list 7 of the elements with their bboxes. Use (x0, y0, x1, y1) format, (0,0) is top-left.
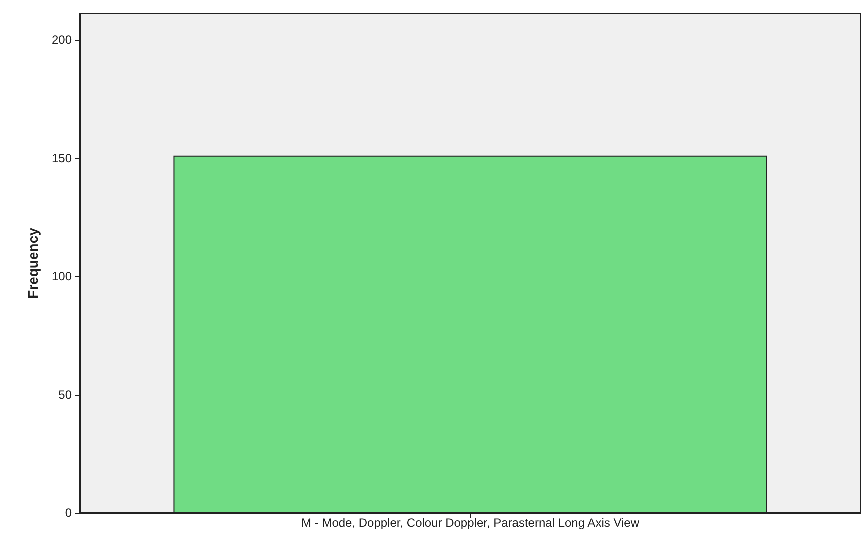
y-axis-title: Frequency (25, 228, 41, 299)
x-tick-label: M - Mode, Doppler, Colour Doppler, Parasternal Long Axis View (302, 516, 640, 530)
y-tick-label: 200 (52, 33, 72, 48)
y-tick-label: 100 (52, 270, 72, 284)
y-tick-label: 0 (65, 506, 72, 520)
y-tick-label: 150 (52, 151, 72, 166)
y-tick-label: 50 (58, 388, 72, 402)
